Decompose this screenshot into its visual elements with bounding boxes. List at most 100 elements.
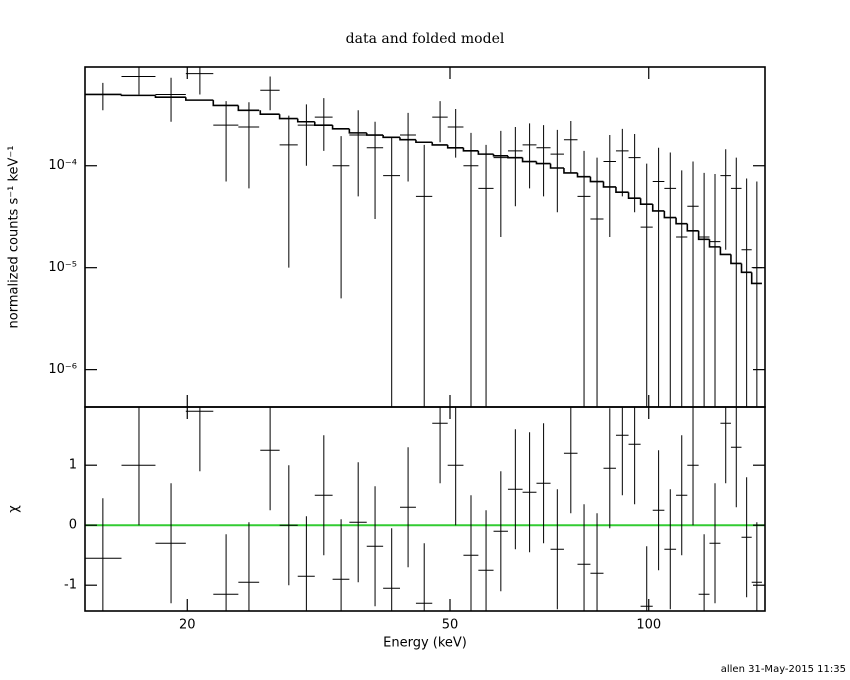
data-point <box>493 130 508 237</box>
data-point <box>522 123 537 189</box>
model-step <box>431 142 448 146</box>
data-point <box>720 407 731 484</box>
data-point <box>628 133 641 213</box>
data-point <box>550 129 564 213</box>
model-step <box>399 137 416 141</box>
data-point <box>603 135 616 237</box>
data-point <box>507 126 523 207</box>
data-point <box>121 67 156 95</box>
model-step <box>492 154 508 157</box>
data-point <box>536 125 551 197</box>
data-point <box>238 102 260 189</box>
data-point <box>698 534 710 611</box>
model-step <box>697 230 710 241</box>
model-step <box>237 105 260 112</box>
model-step <box>708 239 721 248</box>
y-axis-label: normalized counts s⁻¹ keV⁻¹ <box>7 146 22 329</box>
data-point <box>676 435 688 556</box>
data-point <box>652 147 665 407</box>
model-step <box>675 217 688 225</box>
data-point <box>432 101 448 143</box>
data-point <box>366 486 384 607</box>
data-point <box>536 423 551 544</box>
model-step <box>576 172 591 178</box>
data-point <box>687 161 699 407</box>
model-step <box>120 94 156 97</box>
data-point <box>383 528 401 611</box>
data-point <box>432 407 448 484</box>
data-point <box>664 152 677 407</box>
data-point <box>447 109 464 158</box>
model-step <box>446 144 464 149</box>
data-point <box>447 407 464 526</box>
model-step <box>651 204 665 212</box>
data-point <box>279 115 298 268</box>
model-step <box>365 132 384 136</box>
model-step <box>589 176 604 183</box>
data-point <box>603 408 616 529</box>
model-step <box>686 223 699 232</box>
model-step <box>415 139 433 144</box>
data-point <box>332 136 350 299</box>
data-point <box>85 82 122 111</box>
model-step <box>535 161 551 165</box>
data-point <box>260 76 280 111</box>
data-point <box>155 483 186 604</box>
model-step <box>212 100 239 107</box>
data-point <box>615 128 629 197</box>
model-step <box>296 118 315 123</box>
model-step <box>154 95 186 99</box>
y-tick-label: 10⁻⁵ <box>48 260 77 275</box>
data-point <box>260 407 280 511</box>
data-point <box>741 477 752 598</box>
model-step <box>507 155 523 159</box>
footer: allen 31-May-2015 11:35 <box>721 664 846 675</box>
data-point <box>383 137 401 407</box>
model-step <box>719 246 731 256</box>
data-point <box>730 157 742 407</box>
data-point <box>121 407 156 526</box>
data-point <box>652 450 665 571</box>
data-point <box>415 543 433 611</box>
plot-area <box>85 407 765 611</box>
data-point <box>628 407 641 505</box>
model-step <box>313 121 333 126</box>
data-point <box>349 462 367 583</box>
model-step <box>602 181 616 188</box>
data-point <box>676 170 688 407</box>
model-step <box>521 157 537 163</box>
y-tick-label: 0 <box>69 518 77 533</box>
model-step <box>259 110 280 116</box>
model-step <box>462 147 479 152</box>
data-point <box>640 546 653 611</box>
y-tick-label: 10⁻⁶ <box>48 362 77 377</box>
plot-area <box>85 67 762 407</box>
data-point <box>687 407 699 526</box>
data-point <box>720 149 731 250</box>
data-point <box>478 510 494 611</box>
model-step <box>639 198 653 205</box>
data-point <box>213 534 239 611</box>
data-point <box>155 77 186 122</box>
data-point <box>478 144 494 407</box>
data-point <box>314 435 333 556</box>
model-step <box>563 168 578 174</box>
model-step <box>663 210 677 219</box>
model-step <box>331 125 350 130</box>
data-point <box>415 144 433 407</box>
data-point <box>577 504 591 611</box>
data-point <box>493 471 508 592</box>
panel-frame <box>84 406 766 612</box>
data-point <box>590 157 604 407</box>
x-axis-label: Energy (keV) <box>383 636 467 651</box>
data-point <box>577 150 591 407</box>
data-point <box>709 483 721 604</box>
data-point <box>640 163 653 407</box>
data-point <box>507 429 523 550</box>
model-step <box>627 192 641 200</box>
model-step <box>730 254 742 265</box>
data-point <box>400 112 416 182</box>
data-point <box>615 407 629 496</box>
data-point <box>550 489 564 610</box>
